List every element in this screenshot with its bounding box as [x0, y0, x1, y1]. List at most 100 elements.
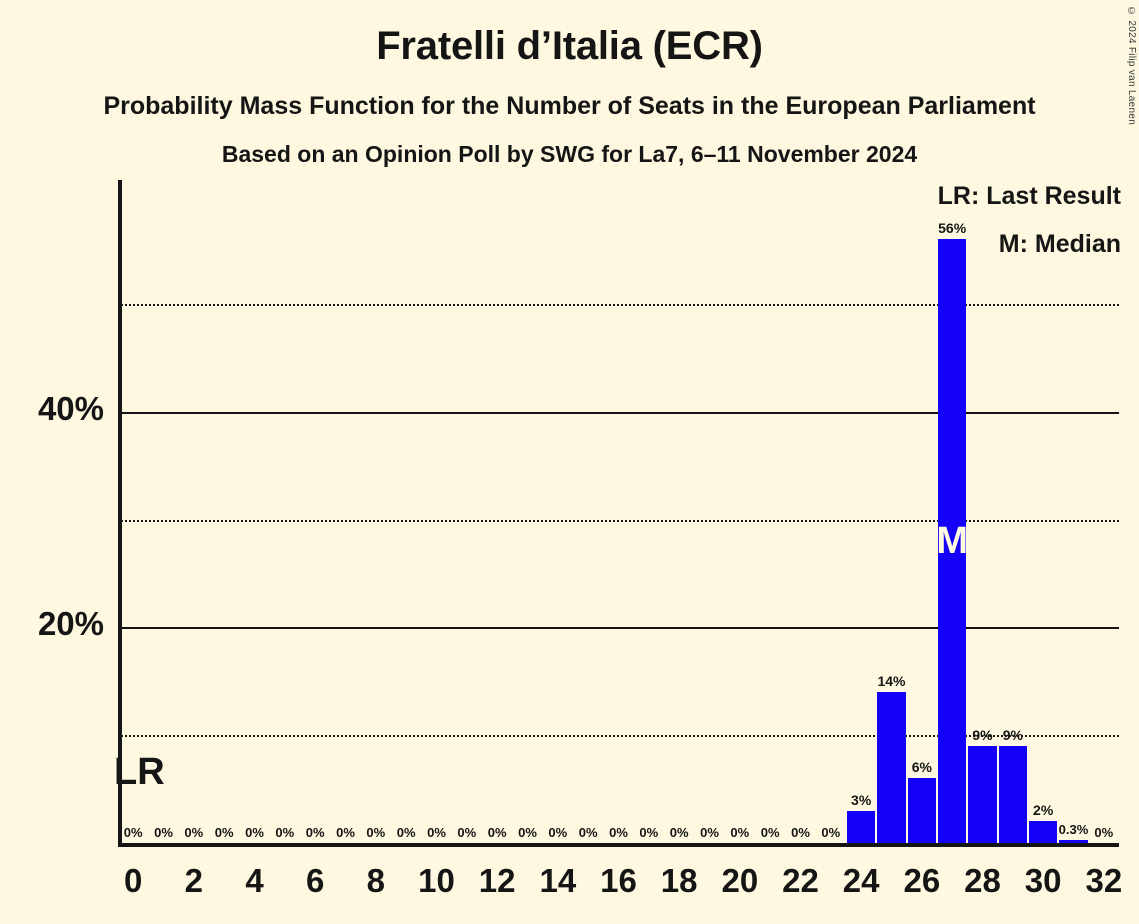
bar[interactable]	[1059, 839, 1088, 843]
bar[interactable]	[847, 810, 876, 843]
bar-slot: 0%	[179, 180, 209, 843]
x-tick-label-32: 32	[1085, 862, 1123, 899]
bar[interactable]	[938, 239, 967, 843]
y-tick-label-40pct: 40%	[37, 389, 104, 427]
chart-legend: LR: Last Result M: Median	[938, 184, 1121, 257]
page-title: Fratelli d’Italia (ECR)	[376, 24, 763, 68]
bar-value-label: 9%	[972, 726, 993, 743]
bar[interactable]	[877, 692, 906, 843]
bar-slot: 2%	[1028, 180, 1058, 843]
bar-slot: 0%	[391, 180, 421, 843]
x-tick-label-6: 6	[305, 862, 325, 899]
bar-value-label: 0%	[396, 825, 416, 840]
bar-slot: 9%	[967, 180, 997, 843]
bar-value-label: 6%	[911, 759, 932, 776]
bar-slot: 9%	[998, 180, 1028, 843]
median-marker: M	[936, 520, 968, 562]
bar-slot: 0%	[270, 180, 300, 843]
x-axis-line	[118, 843, 1119, 847]
bar-value-label: 0%	[791, 825, 810, 840]
bar-value-label: 0%	[1094, 825, 1114, 840]
bar-value-label: 9%	[1002, 726, 1023, 743]
bar-value-label: 0%	[214, 825, 234, 840]
bar-slot: 0%	[421, 180, 451, 843]
legend-item-last-result: LR: Last Result	[937, 182, 1121, 210]
bar-value-label: 0%	[639, 825, 659, 840]
bar-slot: 0%	[725, 180, 755, 843]
bar-value-label: 0%	[154, 825, 173, 840]
bar[interactable]	[907, 778, 936, 843]
bar-value-label: 0%	[578, 825, 598, 840]
bar-value-label: 0%	[366, 825, 386, 840]
x-tick-label-8: 8	[366, 862, 386, 899]
x-tick-label-20: 20	[721, 862, 759, 899]
bar-slot: 0%	[300, 180, 330, 843]
bar-value-label: 0%	[821, 825, 841, 840]
x-tick-label-26: 26	[903, 862, 941, 899]
bar-slot: 0.3%	[1058, 180, 1088, 843]
bar-value-label: 2%	[1033, 802, 1054, 819]
x-tick-label-18: 18	[660, 862, 698, 899]
chart-header: Fratelli d’Italia (ECR) Probability Mass…	[0, 0, 1139, 166]
x-tick-label-28: 28	[964, 862, 1001, 899]
bar-value-label: 0%	[275, 825, 295, 840]
bar[interactable]	[1029, 821, 1058, 843]
bar-value-label: 0%	[700, 825, 719, 840]
x-tick-label-14: 14	[539, 862, 577, 899]
bar-slot: 56% M	[936, 180, 968, 843]
bar-value-label: 0%	[457, 825, 477, 840]
bar-value-label: 0%	[184, 825, 204, 840]
y-tick-label-20pct: 20%	[37, 605, 104, 643]
x-tick-label-30: 30	[1024, 862, 1062, 899]
bar-value-label: 56%	[938, 220, 967, 237]
gridline-30pct	[118, 519, 1119, 522]
bar-slot: 0%	[209, 180, 239, 843]
bar[interactable]	[968, 745, 997, 843]
bar-series: 0% 0% 0% 0% 0% 0% 0% 0% 0% 0% 0% 0% 0% 0% 0% 0% 0% 0% 0% 0%…	[118, 180, 1119, 843]
copyright-notice: © 2024 Filip van Laenen	[1126, 6, 1137, 126]
bar-slot: 0%	[148, 180, 178, 843]
chart-source-note: Based on an Opinion Poll by SWG for La7,…	[221, 141, 918, 167]
x-tick-label-12: 12	[478, 862, 516, 899]
bar-value-label: 0%	[245, 825, 264, 840]
bar-slot: 0%	[239, 180, 269, 843]
bar-value-label: 0%	[305, 825, 325, 840]
bar-value-label: 0%	[123, 825, 143, 840]
bar-value-label: 0.3%	[1058, 821, 1089, 837]
x-tick-label-16: 16	[600, 862, 637, 899]
bar-slot: 0%	[664, 180, 694, 843]
gridline-10pct	[118, 735, 1119, 738]
bar-slot: 0%	[694, 180, 724, 843]
bar-slot: 0%	[512, 180, 542, 843]
bar-slot: 0%	[330, 180, 360, 843]
gridline-40pct	[118, 411, 1119, 414]
bar-slot: 0%	[1089, 180, 1119, 843]
bar-value-label: 0%	[760, 825, 780, 840]
bar-slot: 0%	[361, 180, 391, 843]
bar-slot: 0%	[452, 180, 482, 843]
bar-value-label: 0%	[487, 825, 507, 840]
bar-slot: 0%	[634, 180, 664, 843]
bar-slot: 0%	[543, 180, 573, 843]
bar-slot: 0%	[118, 180, 148, 843]
x-tick-label-4: 4	[245, 862, 264, 899]
bar-value-label: 0%	[609, 825, 628, 840]
x-tick-label-0: 0	[123, 862, 143, 899]
x-tick-label-10: 10	[418, 862, 455, 899]
bar-slot: 6%	[907, 180, 937, 843]
x-tick-label-22: 22	[782, 862, 819, 899]
bar-slot: 0%	[573, 180, 603, 843]
bar-value-label: 0%	[518, 825, 537, 840]
x-axis-tick-labels: 0 2 4 6 8 10 12 14 16 18 20 22 24 26 28 30 32	[118, 862, 1123, 912]
bar[interactable]	[998, 745, 1027, 843]
bar-slot: 0%	[482, 180, 512, 843]
bar-slot: 0%	[785, 180, 815, 843]
y-axis-line	[118, 180, 122, 847]
bar-value-label: 0%	[427, 825, 446, 840]
bar-slot: 3%	[846, 180, 876, 843]
bar-value-label: 0%	[548, 825, 568, 840]
chart-subtitle: Probability Mass Function for the Number…	[103, 92, 1036, 120]
bar-value-label: 0%	[730, 825, 750, 840]
legend-item-median: M: Median	[998, 230, 1121, 258]
